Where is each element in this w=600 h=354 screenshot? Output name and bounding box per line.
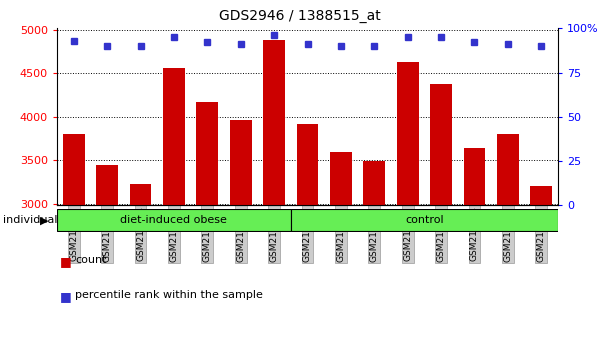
Bar (330, 152, 352, 205)
Text: individual: individual (3, 215, 58, 225)
Text: ▶: ▶ (40, 215, 48, 225)
Bar (364, 161, 385, 205)
Bar (430, 84, 452, 205)
Bar (497, 134, 519, 205)
Text: control: control (405, 215, 444, 225)
Bar (196, 102, 218, 205)
Bar (163, 68, 185, 205)
Text: count: count (75, 255, 107, 265)
Bar (464, 148, 485, 205)
Bar (296, 124, 319, 205)
Text: ■: ■ (60, 255, 72, 268)
Bar (397, 62, 419, 205)
Bar (96, 165, 118, 205)
Bar (130, 184, 151, 205)
Bar (530, 186, 552, 205)
Bar (263, 40, 285, 205)
Bar (230, 120, 251, 205)
Bar (291, 209, 558, 232)
Bar (57, 209, 291, 232)
Text: percentile rank within the sample: percentile rank within the sample (75, 290, 263, 300)
Bar (63, 134, 85, 205)
Text: diet-induced obese: diet-induced obese (121, 215, 227, 225)
Text: GDS2946 / 1388515_at: GDS2946 / 1388515_at (219, 9, 381, 23)
Text: ■: ■ (60, 290, 72, 303)
